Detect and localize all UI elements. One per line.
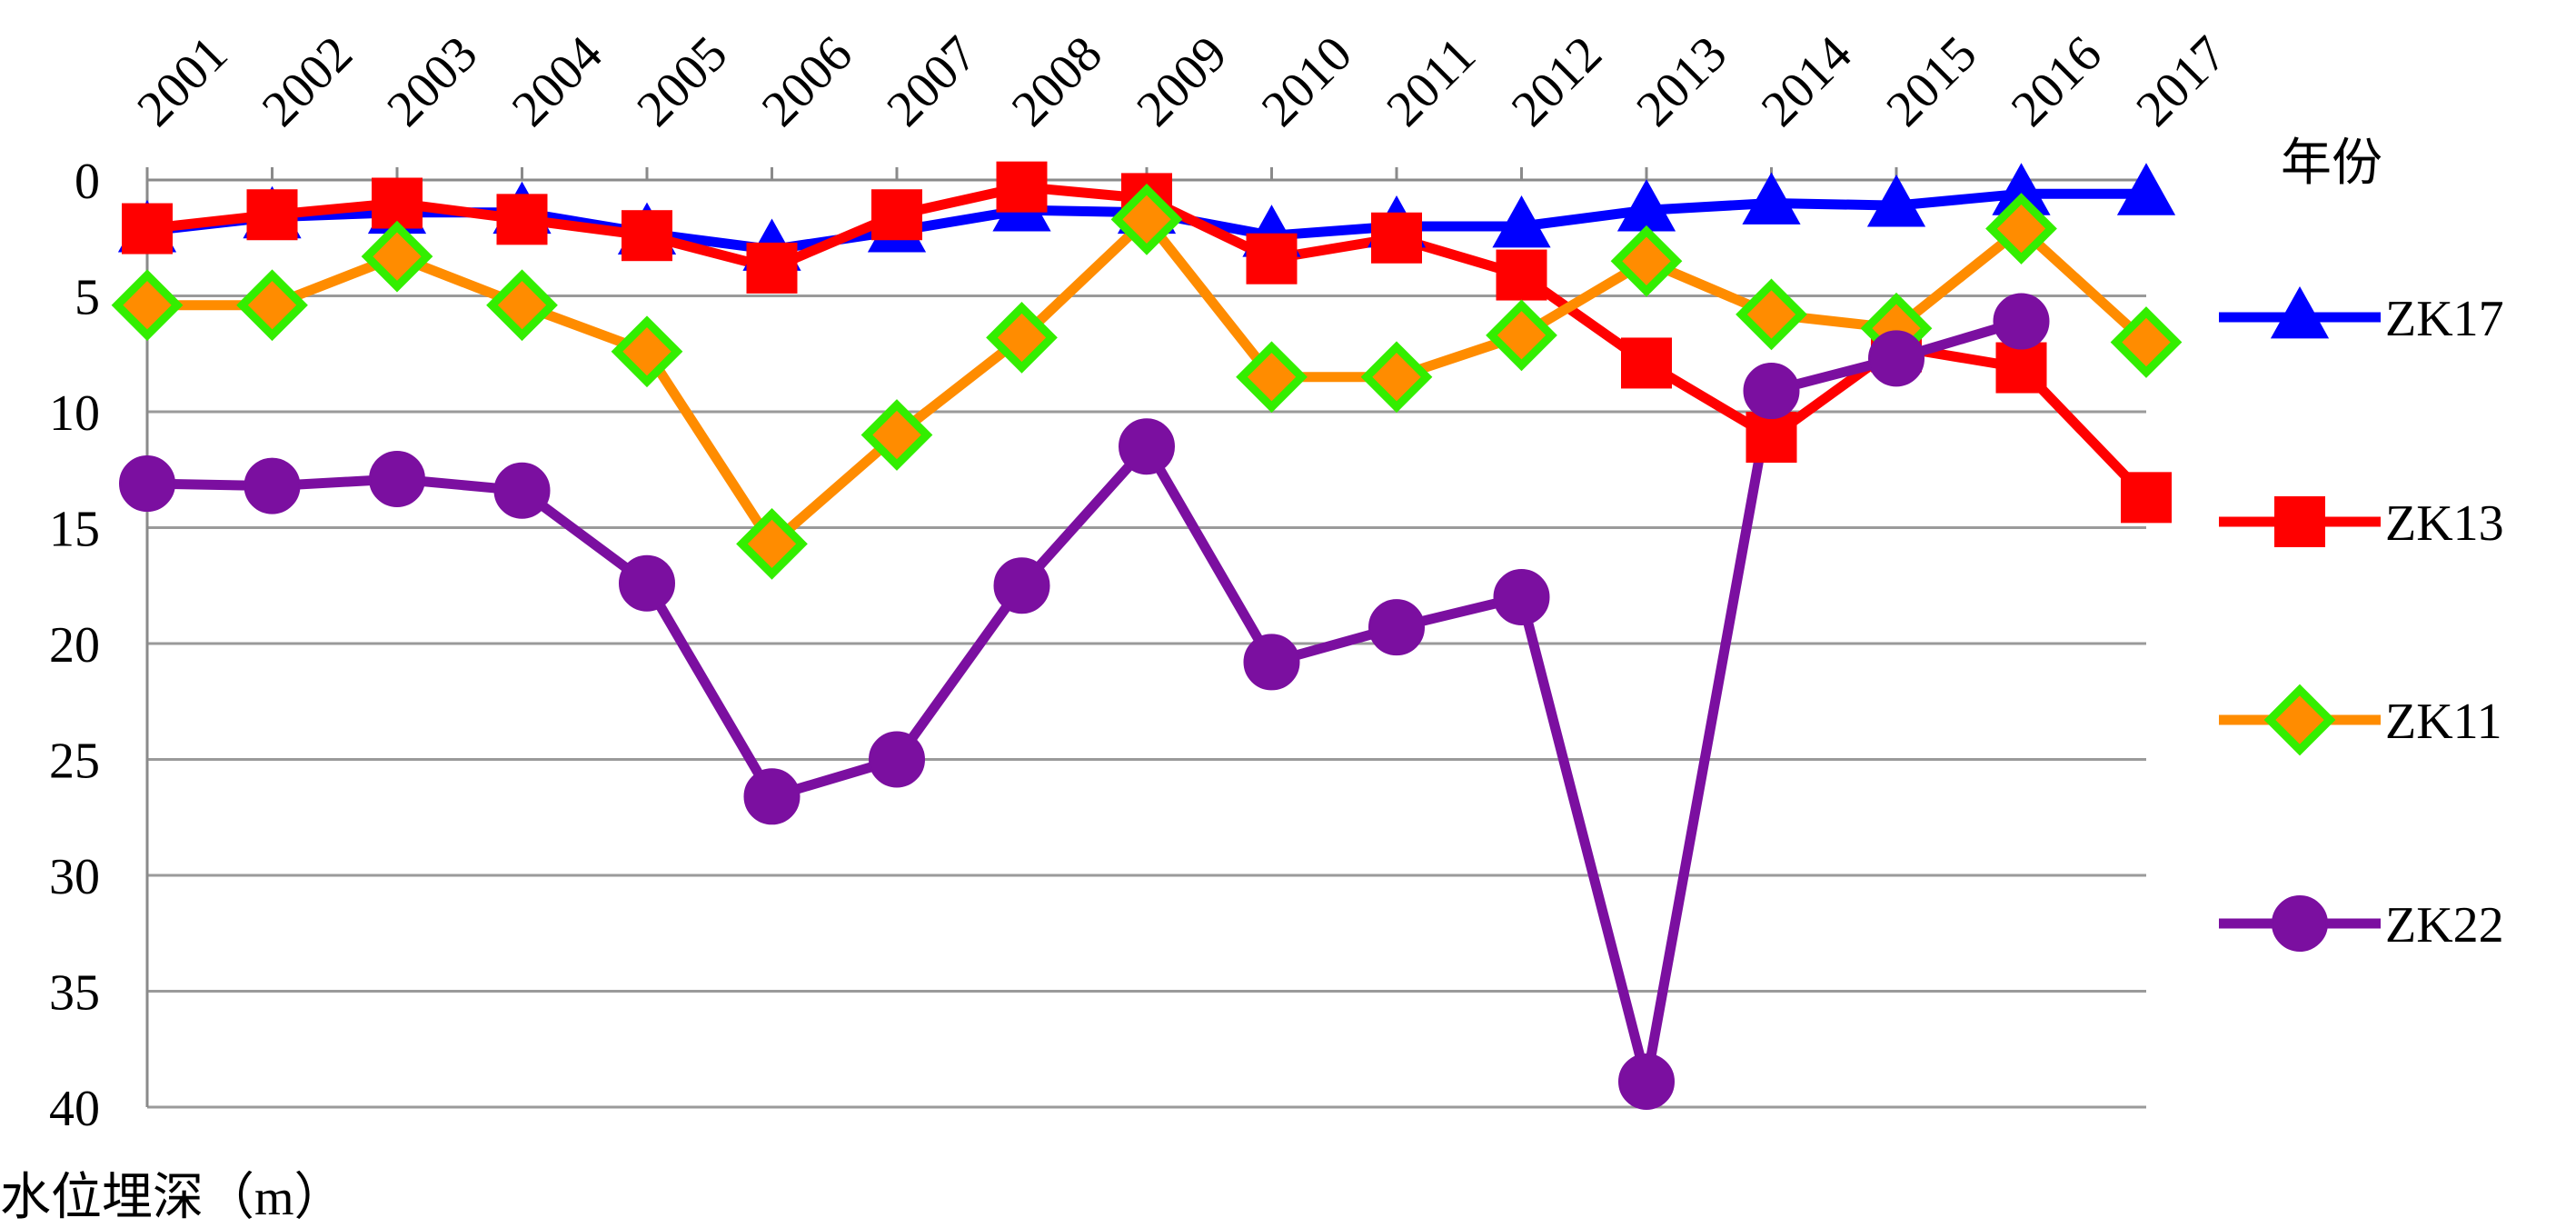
series-line-zk22 [146, 316, 2024, 1087]
data-point-zk22-2012 [1493, 569, 1550, 625]
y-tick-label: 25 [49, 734, 100, 790]
legend-label-zk11: ZK11 [2385, 694, 2502, 750]
x-tick-label: 2016 [2001, 25, 2113, 137]
data-point-zk13-2008 [996, 161, 1048, 213]
x-tick-label: 2013 [1626, 25, 1737, 137]
x-tick-label: 2009 [1126, 25, 1238, 137]
y-tick-label: 40 [49, 1081, 100, 1137]
legend-marker-zk11 [2263, 684, 2336, 756]
y-tick-label: 10 [49, 385, 100, 442]
data-point-zk22-2004 [493, 462, 551, 519]
data-point-zk13-2003 [372, 177, 423, 229]
data-point-zk11-2010 [1236, 341, 1308, 414]
data-point-zk22-2005 [619, 554, 675, 612]
data-point-zk13-2014 [1746, 412, 1797, 464]
x-tick-label: 2006 [751, 25, 863, 137]
data-point-zk13-2002 [246, 189, 298, 241]
data-point-zk11-2006 [736, 507, 808, 580]
data-point-zk17-2015 [1866, 175, 1926, 227]
data-point-zk13-2001 [122, 203, 173, 255]
data-point-zk22-2013 [1618, 1053, 1675, 1110]
data-point-zk13-2017 [2121, 472, 2172, 524]
y-tick-label: 35 [49, 965, 100, 1022]
y-tick-label: 15 [49, 502, 100, 558]
x-tick-label: 2007 [876, 25, 988, 137]
x-tick-label: 2010 [1251, 25, 1363, 137]
data-point-zk13-2006 [746, 242, 798, 294]
y-tick-label: 30 [49, 849, 100, 905]
x-axis-title: 年份 [2281, 135, 2382, 192]
y-tick-label: 20 [49, 617, 100, 674]
data-point-zk11-2011 [1360, 341, 1433, 414]
data-point-zk17-2014 [1742, 172, 1801, 225]
data-point-zk11-2002 [236, 269, 308, 342]
x-tick-label: 2001 [126, 25, 238, 137]
data-point-zk11-2005 [611, 315, 683, 388]
axes [145, 167, 2148, 1107]
data-point-zk11-2009 [1110, 183, 1183, 255]
data-point-zk11-2001 [111, 269, 184, 342]
y-tick-label: 5 [75, 270, 100, 326]
data-point-zk11-2014 [1736, 278, 1807, 351]
data-point-zk11-2017 [2110, 306, 2183, 378]
series-markers [111, 161, 2183, 1110]
legend-marker-zk13 [2274, 496, 2325, 547]
data-point-zk11-2016 [1985, 193, 2057, 265]
data-point-zk11-2007 [860, 399, 933, 471]
x-tick-label: 2014 [1751, 25, 1863, 137]
data-point-zk22-2002 [244, 457, 301, 514]
x-tick-label: 2003 [376, 25, 488, 137]
data-point-zk13-2004 [496, 194, 548, 245]
x-tick-label: 2004 [502, 25, 613, 137]
data-point-zk22-2003 [369, 450, 425, 507]
y-axis-title: 水位埋深（m） [0, 1170, 345, 1226]
series-lines [146, 182, 2150, 1087]
data-point-zk13-2010 [1246, 233, 1298, 285]
legend-label-zk17: ZK17 [2385, 291, 2504, 347]
data-point-zk22-2008 [993, 557, 1050, 614]
data-point-zk13-2005 [622, 210, 672, 262]
data-point-zk22-2007 [869, 731, 925, 788]
legend-label-zk13: ZK13 [2385, 495, 2504, 552]
data-point-zk17-2017 [2116, 163, 2176, 215]
data-point-zk22-2011 [1368, 599, 1425, 656]
data-point-zk11-2003 [361, 220, 433, 293]
data-point-zk22-2009 [1119, 418, 1175, 475]
data-point-zk22-2016 [1993, 293, 2050, 350]
x-tick-label: 2008 [1001, 25, 1113, 137]
data-point-zk22-2006 [743, 768, 801, 825]
data-point-zk17-2012 [1492, 195, 1551, 248]
data-point-zk13-2007 [871, 189, 922, 241]
data-point-zk13-2016 [1995, 342, 2047, 394]
data-point-zk22-2015 [1868, 330, 1925, 387]
data-point-zk22-2014 [1743, 363, 1800, 420]
x-tick-label: 2002 [252, 25, 363, 137]
x-tick-label: 2017 [2125, 25, 2237, 137]
data-point-zk11-2012 [1486, 299, 1557, 372]
grid-lines [147, 178, 2146, 1109]
x-tick-label: 2011 [1376, 27, 1487, 138]
data-point-zk22-2010 [1243, 634, 1300, 691]
data-point-zk11-2004 [486, 269, 558, 342]
data-point-zk11-2013 [1610, 225, 1683, 297]
data-point-zk13-2012 [1496, 249, 1547, 301]
legend: ZK17 ZK13 ZK11 ZK22 [2219, 285, 2504, 953]
data-point-zk13-2013 [1621, 337, 1672, 389]
x-tick-label: 2005 [626, 25, 738, 137]
legend-marker-zk22 [2272, 895, 2328, 952]
data-point-zk11-2008 [986, 302, 1058, 374]
data-point-zk13-2011 [1371, 212, 1422, 264]
legend-label-zk22: ZK22 [2385, 897, 2504, 953]
x-tick-label: 2015 [1875, 25, 1987, 137]
x-tick-label: 2012 [1501, 25, 1613, 137]
y-tick-label: 0 [75, 154, 100, 210]
data-point-zk22-2001 [119, 455, 175, 513]
legend-marker-zk17 [2270, 285, 2330, 339]
